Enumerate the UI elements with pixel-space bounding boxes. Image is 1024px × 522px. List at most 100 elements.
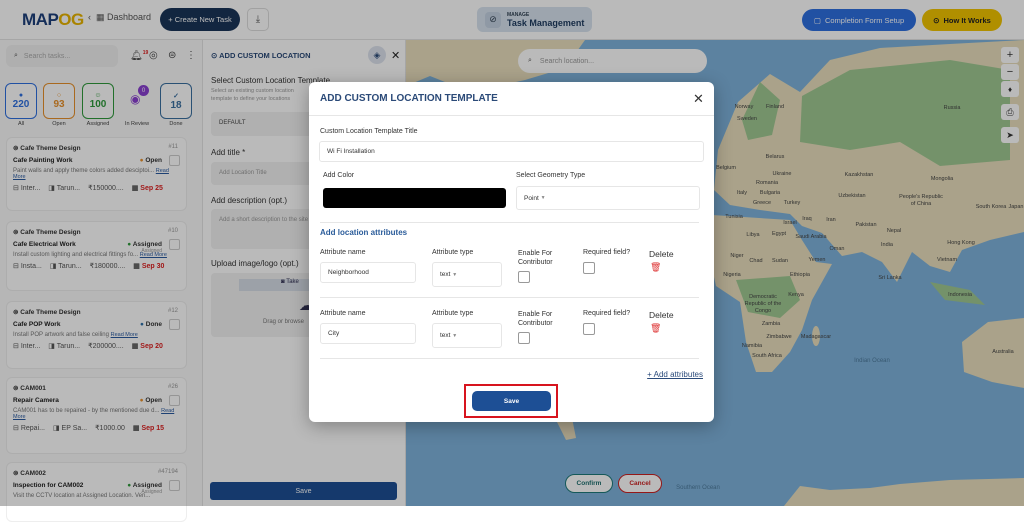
map-label: Norway (734, 104, 754, 110)
contributor-checkbox[interactable] (518, 271, 530, 283)
create-new-task-button[interactable]: + Create New Task (160, 8, 240, 31)
status-badge: ● Assigned Assigned (127, 482, 162, 495)
forest-central-africa (736, 276, 800, 318)
map-label: Madagascar (800, 334, 832, 340)
task-search-input[interactable]: ⌕ Search tasks... (6, 45, 118, 67)
stat-in-review[interactable]: ◉ 0 (130, 85, 149, 106)
status-icon: ✓ (173, 92, 179, 100)
stat-open[interactable]: ○ 93 (43, 83, 75, 119)
map-label: Tunisia (725, 214, 743, 220)
dashboard-link[interactable]: ‹ ▦ Dashboard (88, 12, 152, 22)
status-icon: ○ (56, 92, 62, 99)
task-title: Cafe POP Work (13, 321, 61, 328)
user-icon: ◨ (48, 185, 55, 192)
map-label: Finland (765, 104, 785, 110)
modal-save-button[interactable]: Save (472, 391, 551, 411)
task-checkbox[interactable] (169, 155, 180, 166)
required-checkbox[interactable] (583, 262, 595, 274)
map-label: Belarus (765, 154, 785, 160)
read-more-link[interactable]: Read More (139, 252, 167, 258)
status-badge: ● Open (139, 397, 162, 404)
attribute-name-input[interactable]: City (320, 323, 416, 344)
color-picker[interactable] (323, 188, 506, 208)
task-card[interactable]: ⊚ Cafe Theme Design #12 Cafe POP Work ● … (6, 301, 187, 369)
map-label: Ukraine (772, 171, 792, 177)
zoom-in-button[interactable]: + (1001, 47, 1019, 63)
navigate-icon[interactable]: ➤ (1001, 127, 1019, 143)
contributor-checkbox[interactable] (518, 332, 530, 344)
bell-icon[interactable]: 🔔︎19 (130, 50, 149, 62)
landmass-madagascar (812, 326, 820, 346)
attribute-type-select[interactable]: text ▼ (432, 262, 502, 287)
locate-target-button[interactable]: ◈ (368, 46, 386, 64)
download-button[interactable]: ⤓ (247, 8, 269, 31)
map-label: Turkey (783, 200, 801, 206)
add-attributes-link[interactable]: + Add attributes (647, 370, 703, 379)
stat-done[interactable]: ✓ 18 (160, 83, 192, 119)
contributor-label: Enable For Contributor (518, 250, 553, 266)
map-label: Belgium (716, 165, 736, 171)
more-menu-icon[interactable]: ⋮ (186, 50, 196, 61)
add-custom-location-template-modal: ADD CUSTOM LOCATION TEMPLATE ✕ Custom Lo… (309, 82, 714, 422)
read-more-link[interactable]: Read More (13, 408, 175, 420)
map-label: Southern Ocean (676, 485, 720, 491)
map-label: Zambia (761, 321, 781, 327)
stat-all[interactable]: ● 220 (5, 83, 37, 119)
filter-icon[interactable]: ⊜ (168, 50, 177, 61)
map-label: South Africa (752, 353, 782, 359)
map-label: Uzbekistan (838, 193, 866, 199)
map-label: Hong Kong (947, 240, 975, 246)
panel-title: ⊙ ADD CUSTOM LOCATION (211, 51, 311, 60)
trash-icon[interactable]: 🗑︎ (650, 262, 662, 272)
geometry-select[interactable]: Point ▼ (516, 186, 700, 210)
read-more-link[interactable]: Read More (110, 332, 138, 338)
task-checkbox[interactable] (169, 395, 180, 406)
task-card[interactable]: ⊚ Cafe Theme Design #11 Cafe Painting Wo… (6, 137, 187, 211)
zoom-out-button[interactable]: − (1001, 64, 1019, 80)
location-pin-icon: ⊚ (13, 470, 19, 477)
trash-icon[interactable]: 🗑︎ (650, 323, 662, 333)
task-card[interactable]: ⊚ Cafe Theme Design #10 Cafe Electrical … (6, 221, 187, 291)
stat-assigned[interactable]: ☺ 100 (82, 83, 114, 119)
stat-label: Assigned (86, 121, 110, 127)
completion-form-setup-button[interactable]: ▢ Completion Form Setup (802, 9, 916, 31)
close-panel-button[interactable]: ✕ (391, 50, 401, 62)
world-map[interactable]: Norway Finland Sweden Russia Belarus Belgium U… (406, 40, 1024, 506)
print-icon[interactable]: ⎙ (1001, 104, 1019, 120)
template-title-input[interactable]: Wi Fi Installation (319, 141, 704, 162)
task-amount: ₹200000.... (88, 343, 124, 350)
confirm-button[interactable]: Confirm (565, 474, 613, 493)
stat-label: All (17, 121, 25, 127)
play-icon: ⊙ (933, 15, 940, 25)
required-checkbox[interactable] (583, 323, 595, 335)
task-amount: ₹180000.... (89, 263, 126, 270)
save-highlight-box (464, 384, 558, 418)
how-it-works-button[interactable]: ⊙ How It Works (922, 9, 1002, 31)
eye-icon: ◉ (130, 92, 141, 106)
attribute-type-select[interactable]: text ▼ (432, 323, 502, 348)
logo[interactable]: MAPOG (22, 10, 84, 29)
calendar-icon: ▦ (131, 343, 139, 350)
view-icon[interactable]: ◎ (149, 50, 158, 61)
category-icon: ⊟ (13, 425, 19, 432)
task-card[interactable]: ⊚ CAM001 #26 Repair Camera ● Open CAM001… (6, 377, 187, 454)
map-label: Russia (943, 105, 961, 111)
divider (320, 358, 699, 359)
task-description: Install POP artwork and false ceiling (13, 332, 109, 338)
map-label: Mongolia (930, 176, 954, 182)
map-label: Indian Ocean (854, 358, 890, 364)
read-more-link[interactable]: Read More (13, 168, 169, 180)
task-checkbox[interactable] (169, 480, 180, 491)
map-search-input[interactable]: ⌕ Search location... (518, 49, 707, 73)
task-title: Cafe Painting Work (13, 157, 73, 164)
close-modal-button[interactable]: ✕ (693, 91, 704, 106)
compass-icon[interactable]: ♦ (1001, 81, 1019, 97)
map-label: People's Republic of China (899, 194, 943, 207)
panel-save-button[interactable]: Save (210, 482, 397, 500)
attribute-name-input[interactable]: Neighborhood (320, 262, 416, 283)
category-icon: ⊟ (13, 263, 19, 270)
task-checkbox[interactable] (169, 239, 180, 250)
task-checkbox[interactable] (169, 319, 180, 330)
cancel-button[interactable]: Cancel (618, 474, 662, 493)
map-label: Kenya (788, 292, 804, 298)
